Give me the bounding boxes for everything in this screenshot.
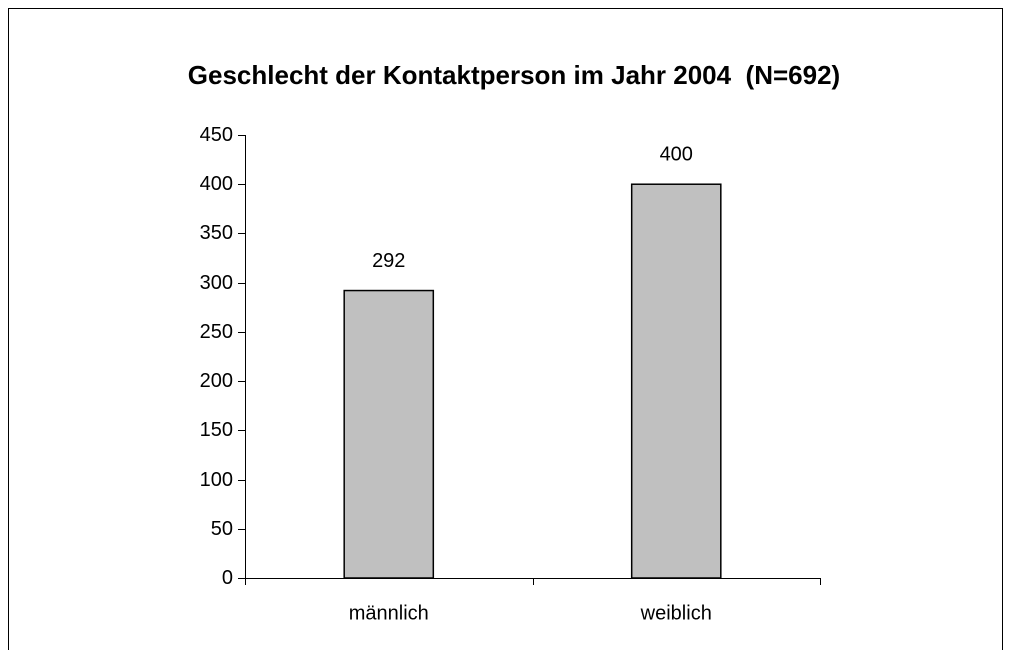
x-tick-label: männlich xyxy=(349,602,429,624)
y-tick-label: 150 xyxy=(200,419,233,441)
data-label: 400 xyxy=(660,144,693,166)
y-tick-label: 50 xyxy=(211,518,233,540)
y-tick-label: 300 xyxy=(200,272,233,294)
y-tick-label: 250 xyxy=(200,321,233,343)
y-tick-label: 0 xyxy=(222,567,233,589)
chart-title: Geschlecht der Kontaktperson im Jahr 200… xyxy=(188,60,840,90)
y-tick-label: 200 xyxy=(200,370,233,392)
x-tick-label: weiblich xyxy=(640,602,712,624)
y-tick-label: 400 xyxy=(200,173,233,195)
chart-border xyxy=(8,8,1003,650)
data-label: 292 xyxy=(372,250,405,272)
y-tick-label: 450 xyxy=(200,124,233,146)
bar xyxy=(343,289,435,579)
y-tick-label: 350 xyxy=(200,222,233,244)
y-tick-label: 100 xyxy=(200,469,233,491)
bar xyxy=(630,183,722,579)
